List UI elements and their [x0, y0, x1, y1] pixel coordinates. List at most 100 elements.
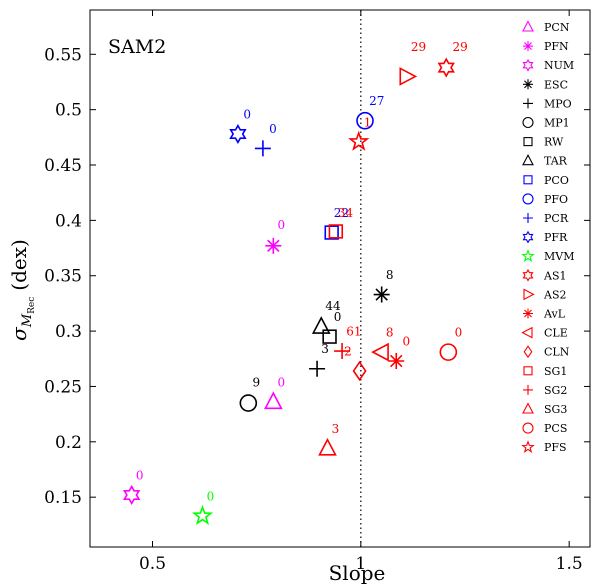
legend-label: SG3	[544, 403, 567, 416]
legend-marker-sg2	[523, 384, 533, 395]
legend-marker-pfs	[521, 440, 535, 453]
point-label-cle: 8	[386, 326, 394, 340]
legend-marker-pcs	[522, 422, 534, 434]
point-label-pfs: 1	[364, 115, 372, 129]
marker-pfr	[229, 123, 247, 145]
legend-label: SG2	[544, 384, 567, 397]
point-pfr	[229, 123, 247, 145]
legend-marker-sg1	[523, 366, 533, 376]
legend-marker-num	[522, 58, 534, 72]
point-pco	[324, 225, 339, 240]
marker-esc	[373, 286, 390, 303]
marker-mvm	[191, 504, 214, 526]
legend-item-pco: PCO	[523, 174, 569, 187]
legend-item-sg1: SG1	[523, 365, 567, 378]
y-tick-label: 0.25	[44, 377, 82, 397]
point-pfo	[356, 111, 374, 130]
legend-item-mpo: MPO	[523, 97, 572, 110]
legend-marker-as1	[522, 268, 534, 282]
marker-as2	[399, 67, 418, 86]
point-pcs	[439, 343, 458, 361]
legend-label: PFS	[544, 441, 567, 454]
point-mvm	[191, 504, 214, 526]
point-cln	[352, 360, 367, 382]
point-pcr	[254, 140, 271, 157]
legend-item-num: NUM	[522, 58, 574, 72]
plot-border	[89, 9, 591, 548]
legend-item-pfr: PFR	[522, 230, 568, 244]
y-tick-label: 0.4	[55, 211, 82, 231]
point-label-cln: 2	[344, 344, 352, 358]
y-axis-label-unit: (dex)	[7, 239, 31, 291]
legend-item-mp1: MP1	[522, 116, 570, 130]
marker-mp1	[239, 394, 258, 412]
y-axis-label: σMRec (dex)	[7, 239, 37, 341]
legend-item-sg3: SG3	[522, 402, 567, 416]
legend-item-pfn: PFN	[523, 40, 569, 53]
point-label-pcs: 0	[455, 326, 463, 340]
point-label-pfn: 0	[278, 218, 286, 232]
point-label-tar: 44	[325, 299, 341, 313]
marker-as1	[437, 57, 455, 78]
y-tick-label: 0.3	[55, 322, 82, 342]
x-tick-label: 0.5	[139, 554, 166, 574]
legend-marker-avl	[523, 308, 533, 319]
legend-item-pcn: PCN	[522, 20, 570, 34]
legend-item-cle: CLE	[521, 326, 568, 340]
point-sg3	[318, 437, 337, 456]
legend-label: MPO	[544, 97, 572, 110]
legend-label: PCS	[544, 422, 567, 435]
legend-marker-cle	[521, 326, 533, 339]
point-label-avl: 0	[403, 334, 411, 348]
legend-item-rw: RW	[523, 136, 564, 149]
legend-item-as1: AS1	[522, 268, 566, 282]
legend-item-cln: CLN	[523, 345, 570, 359]
legend-marker-esc	[523, 79, 533, 90]
legend-label: RW	[544, 136, 564, 149]
legend-item-pcr: PCR	[523, 212, 569, 225]
point-label-as2: 29	[411, 40, 426, 54]
point-sg2	[334, 343, 351, 360]
marker-pcs	[439, 343, 458, 361]
legend-label: PFR	[544, 231, 568, 244]
point-label-pcn: 0	[278, 375, 286, 389]
legend-marker-sg3	[522, 402, 534, 414]
point-pcn	[264, 391, 283, 410]
point-pfs	[348, 130, 370, 151]
legend-label: ESC	[544, 78, 568, 91]
legend: PCN PFN NUM ESC MPO MP1 RW TAR PCO PFO PCR PFR MVM AS…	[521, 20, 574, 454]
point-label-sg3: 3	[332, 422, 340, 436]
legend-marker-as2	[523, 288, 535, 301]
point-sg1	[328, 224, 344, 239]
data-points	[122, 57, 458, 526]
legend-marker-pcr	[523, 213, 533, 223]
y-tick-label: 0.2	[55, 433, 82, 453]
legend-label: NUM	[544, 59, 574, 72]
legend-label: MP1	[544, 117, 570, 130]
legend-item-mvm: MVM	[521, 249, 574, 263]
legend-marker-pfn	[523, 41, 533, 52]
marker-avl	[388, 352, 405, 369]
legend-label: PCR	[544, 212, 569, 225]
marker-sg2	[334, 343, 351, 360]
legend-label: PFO	[544, 193, 568, 206]
y-axis-label-symbol: σ	[7, 326, 31, 341]
point-label-esc: 8	[386, 268, 394, 282]
marker-num	[122, 484, 141, 505]
point-label-pfr: 0	[243, 108, 251, 122]
point-as1	[437, 57, 455, 78]
legend-label: PFN	[544, 40, 569, 53]
legend-label: AvL	[543, 308, 566, 321]
point-rw	[322, 329, 337, 344]
legend-item-pfs: PFS	[521, 440, 567, 454]
marker-pcn	[264, 391, 283, 410]
marker-cle	[371, 342, 389, 362]
y-axis-label-sub: M	[20, 313, 35, 328]
y-tick-label: 0.55	[44, 45, 82, 65]
point-tar	[311, 316, 331, 334]
legend-marker-mp1	[522, 116, 534, 129]
y-tick-label: 0.35	[44, 267, 82, 287]
y-tick-label: 0.45	[44, 156, 82, 176]
point-label-num: 0	[136, 468, 144, 482]
